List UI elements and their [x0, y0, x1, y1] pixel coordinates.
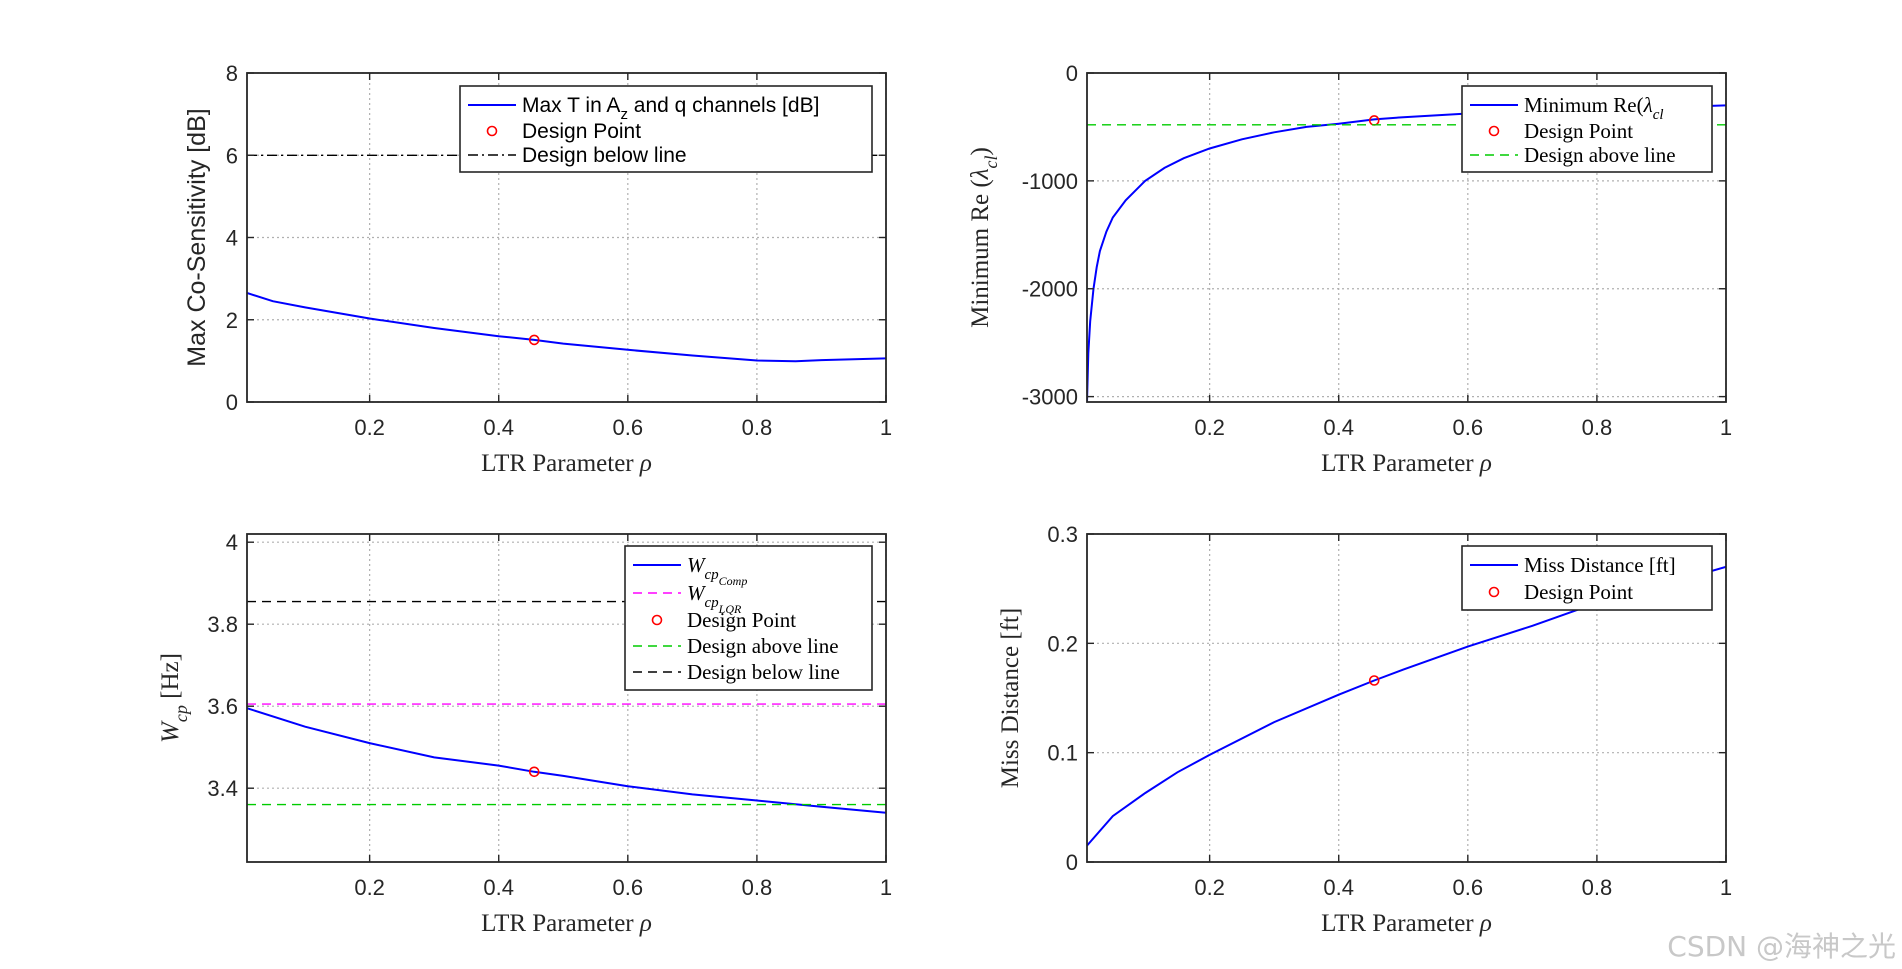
design-point-marker [528, 766, 540, 778]
y-axis-label: Miss Distance [ft] [997, 608, 1024, 789]
x-tick-label: 0.6 [1453, 875, 1484, 900]
series-line-max-t-in-a-z-and-q-channels-db [247, 292, 886, 363]
axes-frame [246, 533, 887, 863]
design-point-marker [528, 334, 540, 346]
y-tick-label: 4 [226, 226, 238, 251]
x-tick-label: 0.4 [483, 875, 514, 900]
x-tick-label: 0.6 [613, 415, 644, 440]
chart-panel-3: 0.2 0.4 0.6 0.8 1 3.4 3.6 3.8 4 LTR Parameter ρ Wc… [157, 530, 892, 937]
x-tick-label: 0.6 [1453, 415, 1484, 440]
y-axis-label: Minimum Re (λcl) [967, 147, 1001, 328]
legend-label: Design Point [687, 608, 796, 632]
axes-frame [1086, 533, 1727, 863]
legend-label: WcpLQR [687, 581, 742, 616]
legend: Max T in Az and q channels [dB]Design Po… [459, 85, 873, 173]
y-tick-label: 0.3 [1047, 522, 1078, 547]
legend-label: Design Point [1524, 119, 1633, 143]
legend-marker [1488, 586, 1500, 598]
y-tick-label: 3.6 [207, 694, 238, 719]
x-tick-label: 0.8 [1582, 875, 1613, 900]
chart-panel-1: 0.2 0.4 0.6 0.8 1 0 2 4 6 8 LTR Parameter ρ Max Co-… [183, 61, 892, 477]
x-tick-label: 0.2 [354, 415, 385, 440]
legend-label: Minimum Re(λcl [1524, 93, 1664, 123]
legend-label: Max T in Az and q channels [dB] [522, 94, 819, 123]
x-tick-label: 1 [880, 415, 892, 440]
legend-label: Design above line [687, 634, 839, 658]
x-axis-label: LTR Parameter ρ [1321, 450, 1492, 477]
y-tick-label: 0 [226, 390, 238, 415]
series-line-wcp-comp [247, 707, 886, 814]
legend-box [1461, 85, 1713, 173]
y-tick-label: 3.8 [207, 612, 238, 637]
legend-label: WcpComp [687, 553, 747, 588]
design-point-marker [1368, 675, 1380, 686]
chart-panel-4: 0.2 0.4 0.6 0.8 1 0 0.1 0.2 0.3 LTR Parameter ρ Mi… [997, 522, 1732, 937]
y-tick-label: -3000 [1022, 385, 1078, 410]
y-tick-label: 0 [1066, 61, 1078, 86]
legend-marker [651, 614, 663, 626]
y-tick-label: 0 [1066, 850, 1078, 875]
legend-label: Miss Distance [ft] [1524, 553, 1676, 577]
legend-box [459, 85, 873, 173]
chart-panel-2: 0.2 0.4 0.6 0.8 1 0 -1000 -2000 -3000 LTR Paramet… [967, 61, 1732, 477]
y-axis-label: Max Co-Sensitivity [dB] [183, 108, 211, 366]
x-tick-label: 1 [880, 875, 892, 900]
x-tick-label: 0.8 [742, 875, 773, 900]
x-tick-label: 0.6 [613, 875, 644, 900]
legend: Miss Distance [ft] Design Point [1461, 545, 1713, 611]
y-tick-label: 4 [226, 530, 238, 555]
watermark: CSDN @海神之光 [1667, 930, 1896, 963]
legend-box [1461, 545, 1713, 611]
x-tick-label: 0.8 [742, 415, 773, 440]
x-tick-label: 0.8 [1582, 415, 1613, 440]
legend-label: Design below line [522, 144, 687, 167]
y-tick-label: 0.1 [1047, 741, 1078, 766]
x-axis-label: LTR Parameter ρ [481, 910, 652, 937]
x-tick-label: 0.2 [1194, 415, 1225, 440]
x-tick-label: 0.4 [1323, 415, 1354, 440]
legend-label: Design Point [1524, 580, 1633, 604]
axes-frame [1086, 72, 1727, 403]
legend-marker [486, 125, 498, 137]
y-tick-label: 2 [226, 308, 238, 333]
y-tick-label: -1000 [1022, 169, 1078, 194]
legend-label: Design below line [687, 660, 840, 684]
legend-label: Design above line [1524, 143, 1676, 167]
legend-box [624, 545, 873, 691]
y-tick-label: 0.2 [1047, 631, 1078, 656]
x-axis-label: LTR Parameter ρ [481, 450, 652, 477]
y-tick-label: 6 [226, 143, 238, 168]
legend-marker [1488, 125, 1500, 137]
x-tick-label: 0.4 [483, 415, 514, 440]
x-tick-label: 1 [1720, 875, 1732, 900]
legend-label: Design Point [522, 120, 641, 143]
x-tick-label: 1 [1720, 415, 1732, 440]
x-tick-label: 0.2 [354, 875, 385, 900]
x-tick-label: 0.4 [1323, 875, 1354, 900]
x-axis-label: LTR Parameter ρ [1321, 910, 1492, 937]
y-tick-label: 3.4 [207, 776, 238, 801]
y-axis-label: Wcp [Hz] [157, 653, 191, 743]
y-tick-label: -2000 [1022, 277, 1078, 302]
x-tick-label: 0.2 [1194, 875, 1225, 900]
y-tick-label: 8 [226, 61, 238, 86]
